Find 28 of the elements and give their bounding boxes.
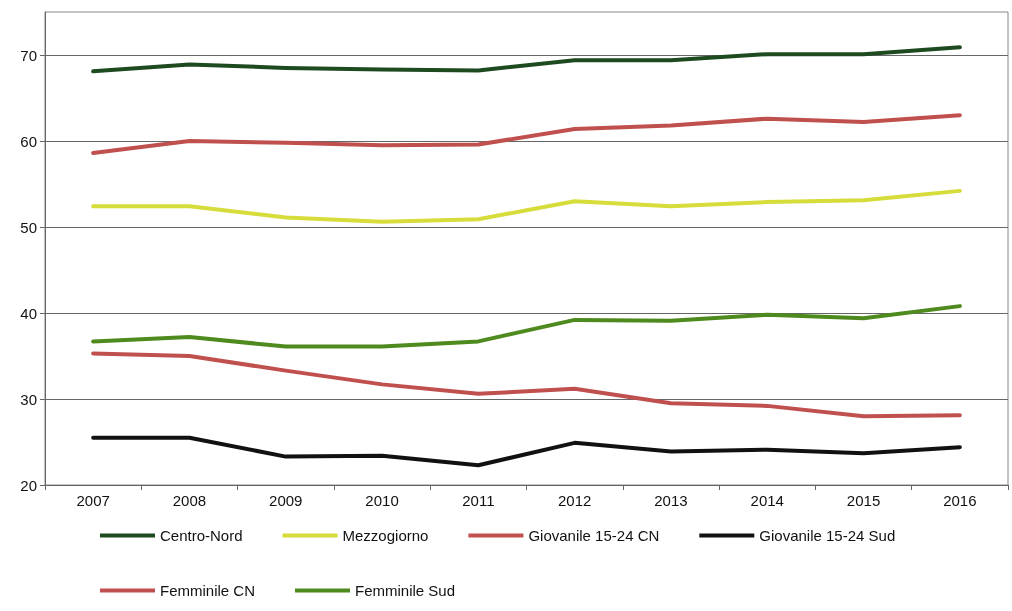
legend-label: Mezzogiorno bbox=[342, 527, 429, 544]
legend-label: Femminile Sud bbox=[355, 582, 456, 599]
y-tick-label: 70 bbox=[20, 46, 37, 64]
line-series bbox=[91, 304, 962, 349]
y-tick-label: 60 bbox=[20, 132, 37, 150]
line-series bbox=[91, 435, 962, 468]
y-tick-label: 30 bbox=[20, 390, 37, 408]
x-tick-label: 2013 bbox=[654, 492, 688, 509]
x-tick-label: 2012 bbox=[557, 492, 592, 509]
x-tick-label: 2009 bbox=[269, 492, 303, 509]
legend-label: Giovanile 15-24 Sud bbox=[759, 527, 896, 544]
legend-label: Centro-Nord bbox=[160, 527, 243, 544]
y-tick-label: 20 bbox=[20, 476, 37, 494]
x-tick-label: 2016 bbox=[943, 492, 977, 509]
y-tick-label: 40 bbox=[20, 304, 37, 322]
line-series bbox=[91, 45, 962, 74]
x-tick-label: 2011 bbox=[462, 492, 495, 509]
line-series bbox=[91, 351, 962, 419]
y-tick-label: 50 bbox=[20, 218, 37, 236]
x-tick-label: 2015 bbox=[846, 492, 881, 509]
x-tick-label: 2010 bbox=[365, 492, 399, 509]
line-series bbox=[91, 113, 962, 156]
x-tick-label: 2008 bbox=[172, 492, 207, 509]
legend-label: Femminile CN bbox=[160, 582, 256, 599]
line-series bbox=[91, 188, 962, 224]
legend-label: Giovanile 15-24 CN bbox=[528, 527, 660, 544]
x-tick-label: 2007 bbox=[76, 492, 110, 509]
x-tick-label: 2014 bbox=[750, 492, 784, 509]
